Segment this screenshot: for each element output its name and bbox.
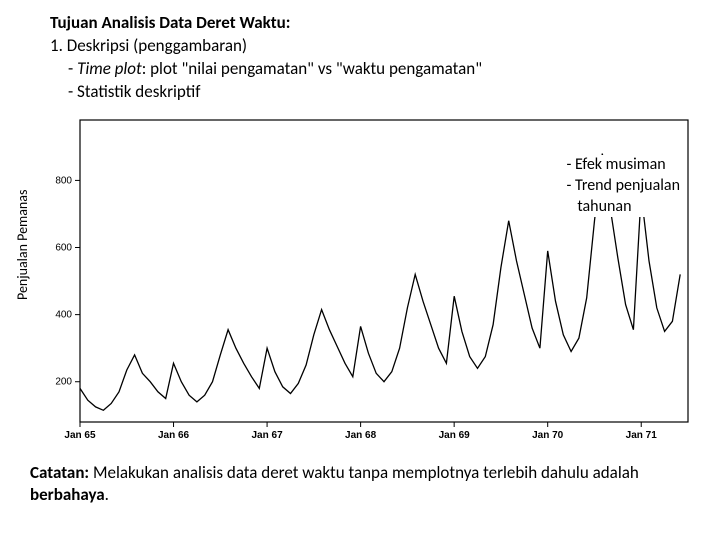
title: Tujuan Analisis Data Deret Waktu: bbox=[50, 12, 680, 35]
svg-text:200: 200 bbox=[55, 376, 72, 387]
footer-note: Catatan: Melakukan analisis data deret w… bbox=[0, 452, 720, 506]
annot-3: tahunan bbox=[567, 197, 681, 218]
annot-1: - Efek musiman bbox=[567, 155, 681, 176]
list-sub-1: - Time plot: plot "nilai pengamatan" vs … bbox=[50, 58, 680, 81]
svg-text:Jan 69: Jan 69 bbox=[439, 430, 471, 441]
sub1-prefix: - bbox=[68, 58, 77, 79]
svg-text:600: 600 bbox=[55, 242, 72, 253]
svg-text:Jan 67: Jan 67 bbox=[252, 430, 284, 441]
footer-bold: berbahaya bbox=[30, 484, 105, 505]
svg-text:Jan 70: Jan 70 bbox=[532, 430, 564, 441]
svg-text:Jan 65: Jan 65 bbox=[64, 430, 96, 441]
annot-2: - Trend penjualan bbox=[567, 176, 681, 197]
sub1-rest: : plot "nilai pengamatan" vs "waktu peng… bbox=[142, 58, 482, 79]
list-sub-2: - Statistik deskriptif bbox=[50, 81, 680, 104]
sub1-italic: Time plot bbox=[77, 58, 142, 79]
chart-annotations: - Efek musiman - Trend penjualan tahunan bbox=[567, 155, 681, 217]
footer-text-b: . bbox=[105, 484, 109, 505]
svg-text:Jan 71: Jan 71 bbox=[626, 430, 658, 441]
svg-text:Jan 66: Jan 66 bbox=[158, 430, 190, 441]
svg-text:Jan 68: Jan 68 bbox=[345, 430, 377, 441]
list-item-1: 1. Deskripsi (penggambaran) bbox=[50, 35, 680, 58]
y-axis-label: Penjualan Pemanas bbox=[14, 190, 31, 300]
footer-text-a: Melakukan analisis data deret waktu tanp… bbox=[89, 462, 639, 483]
svg-text:400: 400 bbox=[55, 309, 72, 320]
svg-text:800: 800 bbox=[55, 175, 72, 186]
header-text: Tujuan Analisis Data Deret Waktu: 1. Des… bbox=[0, 0, 720, 108]
footer-label: Catatan: bbox=[30, 462, 89, 483]
